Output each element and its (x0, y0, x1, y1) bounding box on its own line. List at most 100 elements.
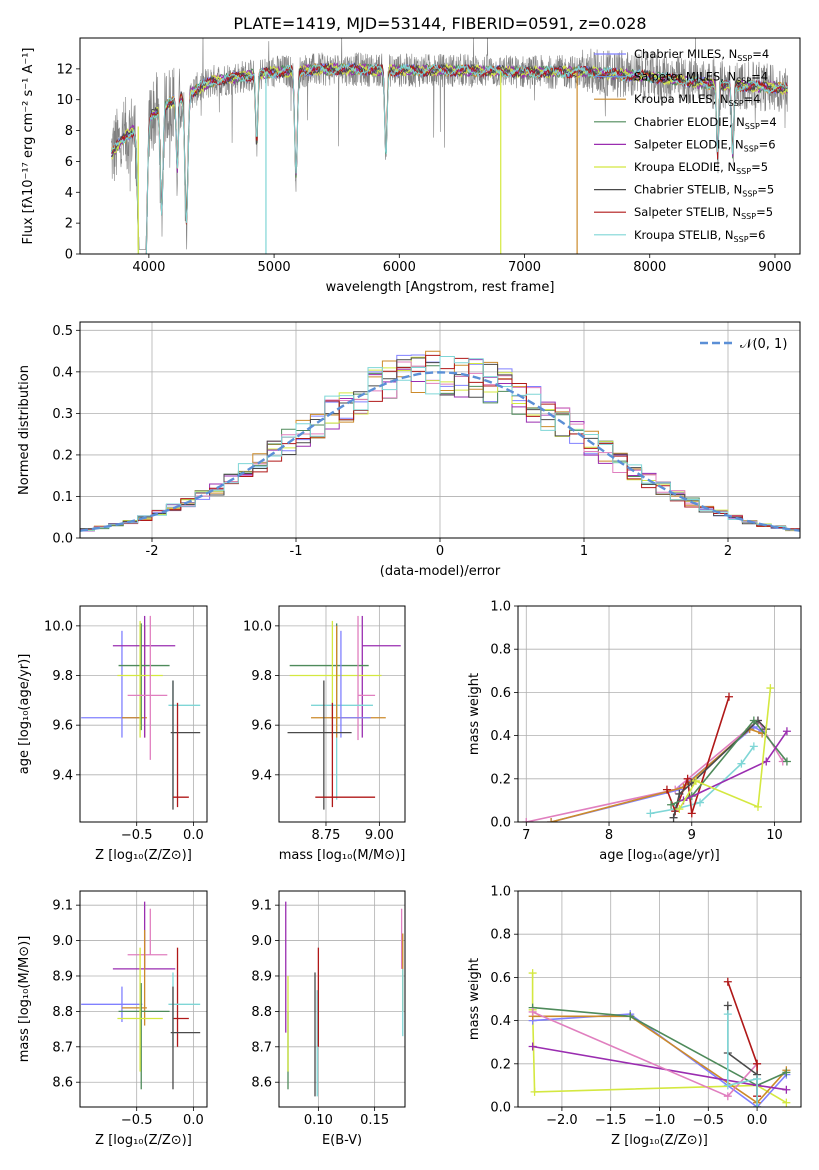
mass-weight-line (532, 1006, 787, 1087)
errorbar-point (81, 986, 143, 1023)
y-tick-label: 8 (65, 124, 73, 139)
errorbar-point (118, 983, 170, 1090)
y-axis-label: Flux [fλ10⁻¹⁷ erg cm⁻² s⁻¹ A⁻¹] (21, 48, 36, 245)
panel-massweight-vs-Z: −2.0 −1.5 −1.0 −0.5 0.0 0.0 0.2 0.4 0.6 0.8 1.0 Z [… (467, 885, 802, 1148)
errorbar-point (81, 630, 143, 738)
plus-marker (782, 1085, 791, 1094)
errorbar-point (170, 986, 201, 1090)
x-tick-label: 7000 (508, 260, 541, 275)
figure-panels: 4000 5000 6000 7000 8000 9000024681012wavelen… (17, 37, 802, 1148)
plus-marker (626, 1012, 635, 1021)
y-tick-label: 8.6 (52, 1076, 73, 1091)
y-tick-label: 8.7 (52, 1040, 73, 1055)
plus-marker (725, 692, 734, 701)
y-tick-label: 6 (65, 155, 73, 170)
y-tick-label: 9.6 (52, 719, 73, 734)
y-tick-label: 0.2 (52, 448, 73, 463)
y-tick-label: 0.0 (52, 532, 73, 547)
legend-label: Salpeter STELIB, NSSP=5 (634, 205, 773, 221)
x-tick-label: 9000 (758, 260, 791, 275)
x-axis-label: E(B-V) (322, 1133, 362, 1148)
y-tick-label: 9.0 (52, 934, 73, 949)
plus-marker (737, 759, 746, 768)
plot-area (81, 615, 201, 810)
x-tick-label: 8.75 (312, 828, 341, 843)
x-axis-label: Z [log₁₀(Z/Z⊙)] (611, 1133, 708, 1148)
y-tick-label: 0.4 (490, 1014, 511, 1029)
y-tick-label: 0.0 (490, 816, 511, 831)
plus-marker (683, 774, 692, 783)
panel-mass-vs-ebv: 0.10 0.15 8.6 8.7 8.8 8.9 9.0 9.1 E(B-V) (251, 890, 406, 1148)
plus-marker (675, 789, 684, 798)
plus-marker (749, 716, 758, 725)
plot-area (81, 901, 201, 1090)
plus-marker (766, 684, 775, 693)
axes-frame (278, 605, 406, 823)
plus-marker (528, 969, 537, 978)
x-tick-label: −0.5 (121, 1113, 153, 1128)
axes-frame (517, 605, 802, 823)
errorbar-point (340, 630, 371, 738)
plus-marker (753, 1103, 762, 1107)
y-tick-label: 9.8 (52, 669, 73, 684)
x-tick-label: 9.00 (365, 828, 394, 843)
legend-label: Salpeter MILES, NSSP=4 (634, 70, 768, 86)
legend: 𝒩(0, 1) (700, 337, 787, 352)
x-tick-label: 8 (605, 828, 613, 843)
x-tick-label: 0.0 (183, 1113, 204, 1128)
x-tick-label: 8000 (633, 260, 666, 275)
panel-residuals: -2 -1 0 1 2 0.0 0.1 0.2 0.3 0.4 0.5 (data-model)/er… (17, 321, 801, 579)
errorbar-point (117, 620, 163, 738)
x-tick-label: −1.5 (595, 1113, 627, 1128)
errorbar-point (118, 623, 170, 731)
panel-mass-vs-Z: −0.5 0.0 8.6 8.7 8.8 8.9 9.0 9.1 Z [log₁₀(Z/Z⊙)]… (17, 890, 208, 1148)
legend-label: Salpeter ELODIE, NSSP=6 (634, 137, 776, 153)
legend-label: Kroupa STELIB, NSSP=6 (634, 228, 765, 244)
errorbar-point (170, 680, 201, 810)
x-tick-label: 9 (688, 828, 696, 843)
mass-weight-line (532, 1013, 787, 1107)
y-tick-label: 9.6 (251, 719, 272, 734)
errorbar-point (287, 680, 352, 810)
x-axis-label: (data-model)/error (380, 564, 501, 579)
x-axis-label: Z [log₁₀(Z/Z⊙)] (95, 1133, 192, 1148)
y-tick-label: 0.4 (52, 365, 73, 380)
y-tick-label: 0.6 (490, 971, 511, 986)
y-tick-label: 8.8 (52, 1005, 73, 1020)
y-tick-label: 8.6 (251, 1076, 272, 1091)
legend: Chabrier MILES, NSSP=4 Salpeter MILES, NS… (594, 47, 777, 244)
legend-label: 𝒩(0, 1) (740, 337, 787, 352)
y-tick-label: 0.1 (52, 490, 73, 505)
plus-marker (723, 1001, 732, 1010)
plus-marker (675, 805, 684, 814)
errorbar-point (127, 615, 168, 760)
y-tick-label: 2 (65, 217, 73, 232)
x-axis-label: Z [log₁₀(Z/Z⊙)] (95, 848, 192, 863)
mass-weight-line (726, 1014, 758, 1107)
axes-frame (517, 890, 802, 1108)
y-tick-label: 9.4 (251, 768, 272, 783)
x-tick-label: 2 (724, 544, 732, 559)
plus-marker (522, 818, 531, 822)
legend-label: Kroupa ELODIE, NSSP=5 (634, 160, 768, 176)
y-axis-label: Normed distribution (17, 365, 32, 495)
x-tick-label: 5000 (258, 260, 291, 275)
y-tick-label: 10.0 (243, 619, 272, 634)
errorbar-point (289, 620, 382, 738)
x-tick-label: 0.10 (304, 1113, 333, 1128)
y-axis-label: mass [log₁₀(M/M⊙)] (17, 936, 32, 1063)
x-tick-label: 0.0 (183, 828, 204, 843)
x-tick-label: −0.5 (693, 1113, 725, 1128)
y-tick-label: 8.9 (251, 969, 272, 984)
y-tick-label: 0.8 (490, 643, 511, 658)
errorbar-point (311, 680, 373, 800)
y-tick-label: 0.3 (52, 407, 73, 422)
y-tick-label: 8.9 (52, 969, 73, 984)
plot-area (528, 969, 791, 1107)
model-spectrum-line (110, 63, 788, 254)
mass-weight-line (532, 1015, 787, 1104)
plus-marker (782, 1068, 791, 1077)
plus-marker (696, 798, 705, 807)
y-tick-label: 1.0 (490, 885, 511, 900)
